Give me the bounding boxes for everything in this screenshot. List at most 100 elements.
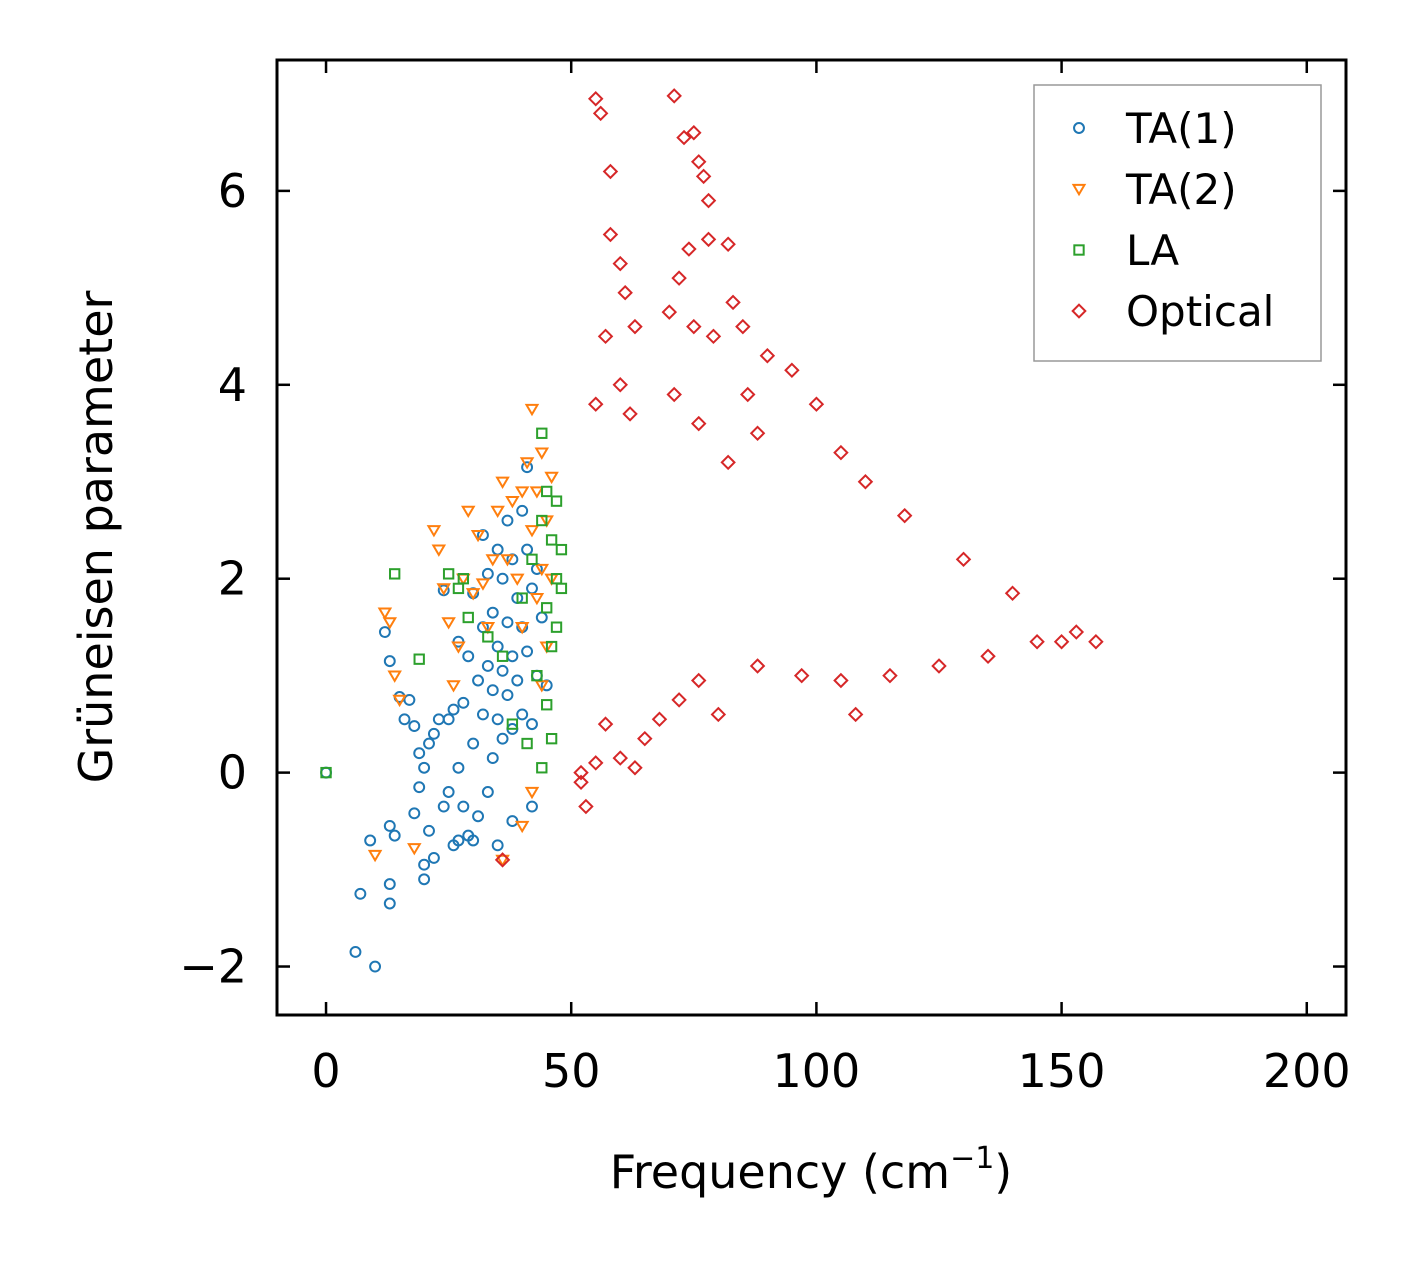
data-point: [550, 495, 563, 507]
x-tick-label: 150: [1018, 1044, 1106, 1098]
data-point: [541, 485, 553, 498]
data-point: [671, 270, 687, 286]
data-point: [544, 471, 559, 485]
data-point: [481, 567, 494, 580]
data-point: [442, 568, 455, 580]
data-point: [833, 444, 849, 461]
data-point: [980, 648, 996, 665]
data-point: [793, 667, 810, 684]
data-point: [486, 606, 499, 619]
data-point: [534, 563, 550, 577]
data-point: [388, 829, 401, 842]
data-points-layer: [320, 88, 1104, 973]
data-point: [833, 672, 849, 689]
legend-marker: [1073, 244, 1085, 256]
data-point: [536, 514, 548, 527]
y-tick-label: 6: [218, 164, 247, 218]
data-point: [436, 583, 451, 596]
data-point: [383, 878, 396, 891]
data-point: [720, 236, 736, 252]
data-point: [506, 718, 519, 730]
data-point: [491, 640, 504, 653]
data-point: [627, 318, 643, 335]
data-point: [354, 887, 367, 900]
data-point: [740, 386, 756, 403]
data-point: [637, 730, 653, 747]
data-point: [857, 474, 874, 490]
data-point: [486, 752, 499, 765]
data-point: [627, 760, 643, 776]
data-point: [847, 706, 864, 723]
data-point: [490, 505, 505, 519]
data-point: [367, 849, 383, 863]
data-point: [587, 755, 604, 771]
data-point: [555, 543, 568, 556]
legend-entry: Optical: [1071, 287, 1274, 336]
data-point: [521, 461, 534, 474]
data-point: [475, 578, 491, 591]
data-point: [1068, 624, 1085, 640]
data-point: [535, 611, 548, 624]
data-point: [681, 241, 697, 257]
data-point: [413, 747, 426, 760]
data-point: [364, 834, 377, 847]
data-point: [612, 255, 628, 272]
legend-label: Optical: [1126, 287, 1274, 336]
data-point: [720, 454, 736, 471]
series-ta-1: [320, 461, 553, 973]
data-point: [408, 807, 421, 820]
data-point: [398, 713, 411, 726]
data-point: [413, 781, 426, 794]
data-point: [705, 328, 722, 345]
data-point: [529, 592, 545, 606]
data-point: [510, 573, 525, 586]
data-point: [578, 798, 594, 815]
data-point: [320, 766, 332, 779]
data-point: [462, 650, 475, 663]
data-point: [749, 658, 766, 674]
data-point: [460, 505, 476, 519]
data-point: [686, 124, 702, 141]
data-point: [377, 607, 393, 620]
data-point: [514, 622, 530, 635]
data-point: [491, 713, 504, 726]
data-point: [501, 616, 514, 629]
data-point: [700, 192, 717, 209]
data-point: [491, 839, 504, 852]
data-point: [485, 554, 501, 567]
data-point: [526, 553, 538, 565]
data-point: [452, 834, 465, 847]
data-point: [452, 761, 465, 774]
legend-marker: [1071, 303, 1087, 319]
data-point: [501, 514, 514, 527]
data-point: [408, 720, 421, 733]
data-point: [500, 554, 515, 567]
data-point: [383, 655, 396, 668]
data-point: [896, 507, 913, 524]
data-point: [452, 582, 465, 595]
data-point: [573, 764, 589, 781]
data-point: [441, 617, 456, 630]
data-point: [431, 544, 447, 557]
data-point: [442, 713, 455, 726]
data-point: [592, 105, 609, 122]
data-point: [541, 602, 553, 614]
data-point: [437, 800, 450, 813]
x-tick-label: 200: [1263, 1044, 1351, 1098]
data-point: [622, 406, 638, 422]
data-point: [597, 716, 614, 732]
data-point: [725, 294, 741, 311]
data-point: [467, 834, 480, 847]
data-point: [735, 318, 751, 335]
data-point: [602, 163, 619, 180]
data-point: [423, 824, 435, 837]
data-point: [470, 529, 486, 543]
data-point: [526, 582, 538, 595]
data-point: [550, 621, 563, 633]
y-tick-label: 2: [218, 552, 247, 606]
data-point: [1088, 633, 1104, 650]
data-point: [808, 396, 825, 412]
data-point: [413, 653, 425, 665]
data-point: [521, 543, 534, 556]
data-point: [481, 660, 494, 672]
